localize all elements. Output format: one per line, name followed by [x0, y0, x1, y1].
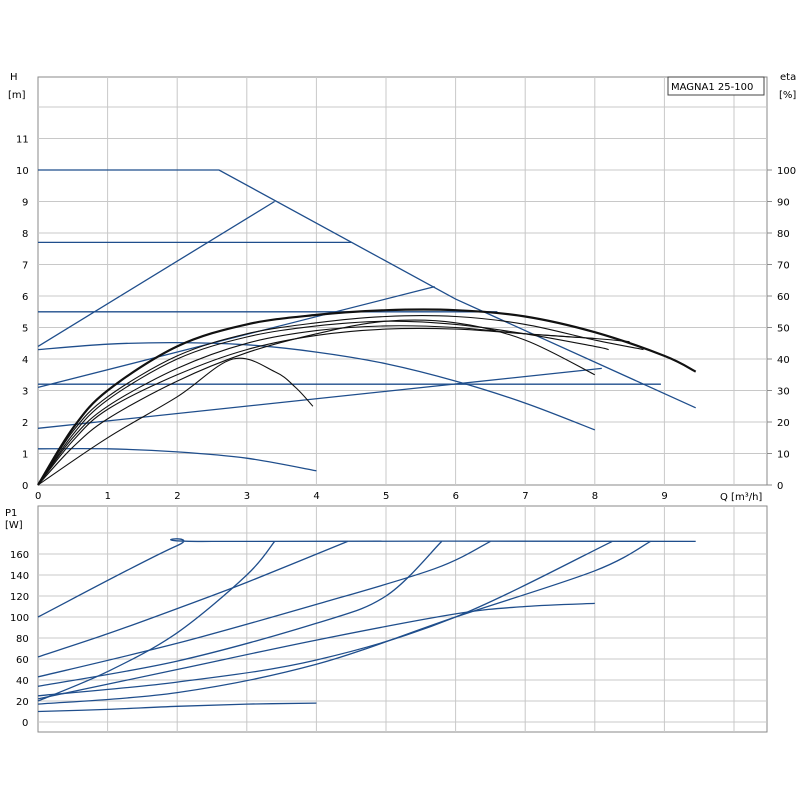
- y-left-label-bottom: P1: [5, 508, 17, 519]
- x-tick-label: 2: [174, 491, 180, 502]
- y-left-tick-label: 11: [16, 135, 29, 146]
- efficiency-curve: [37, 308, 697, 486]
- power-curve: [37, 538, 696, 618]
- y-right-tick-label: 0: [777, 481, 783, 492]
- power-curve: [37, 540, 348, 658]
- x-tick-label: 0: [35, 491, 41, 502]
- efficiency-curve: [37, 357, 314, 486]
- power-curve: [37, 540, 443, 687]
- efficiency-curve: [37, 320, 609, 486]
- power-curve: [37, 540, 491, 678]
- x-tick-label: 6: [453, 491, 459, 502]
- y-right-tick-label: 10: [777, 450, 790, 461]
- power-y-tick-label: 160: [10, 550, 29, 561]
- power-chart-grid: 0 20 40 60 80 100 120 140 160: [10, 505, 768, 733]
- y-right-tick-label: 20: [777, 418, 790, 429]
- y-right-label: eta: [780, 72, 796, 83]
- head-curve: [37, 367, 602, 429]
- power-curve: [37, 702, 317, 713]
- y-right-tick-label: 50: [777, 324, 790, 335]
- power-curve: [37, 540, 651, 705]
- x-tick-label: 4: [313, 491, 319, 502]
- y-right-tick-label: 30: [777, 387, 790, 398]
- efficiency-curve: [37, 327, 630, 486]
- power-y-tick-label: 100: [10, 613, 29, 624]
- y-left-tick-label: 10: [16, 166, 29, 177]
- power-y-tick-label: 140: [10, 571, 29, 582]
- x-tick-label: 1: [105, 491, 111, 502]
- head-curve: [37, 200, 275, 347]
- power-plot-frame: [37, 505, 768, 733]
- y-right-tick-label: 80: [777, 229, 790, 240]
- y-left-tick-label: 7: [22, 261, 28, 272]
- power-curve: [37, 540, 613, 697]
- head-curve: [37, 341, 596, 431]
- x-tick-label: 5: [383, 491, 389, 502]
- x-axis-label: Q [m³/h]: [720, 492, 762, 503]
- efficiency-curve: [37, 315, 644, 486]
- efficiency-curves: [37, 308, 697, 486]
- y-left-tick-label: 1: [22, 450, 28, 461]
- head-curves: [37, 169, 696, 472]
- model-label-box: MAGNA1 25-100: [667, 76, 765, 96]
- power-curve: [37, 602, 595, 700]
- head-curve: [37, 285, 435, 389]
- y-left-unit-bottom: [W]: [5, 520, 23, 531]
- y-right-tick-label: 90: [777, 198, 790, 209]
- y-right-tick-label: 60: [777, 292, 790, 303]
- y-right-tick-label: 70: [777, 261, 790, 272]
- power-y-tick-label: 40: [16, 676, 29, 687]
- model-label: MAGNA1 25-100: [671, 82, 753, 93]
- y-right-unit: [%]: [779, 90, 796, 101]
- head-chart-grid: 0 1 2 3 4 5 6 7 8 9012345678910110102030405060708…: [16, 76, 796, 502]
- y-left-tick-label: 9: [22, 198, 28, 209]
- x-tick-label: 9: [661, 491, 667, 502]
- y-right-tick-label: 100: [777, 166, 796, 177]
- power-y-tick-label: 20: [16, 697, 29, 708]
- y-left-tick-label: 8: [22, 229, 28, 240]
- efficiency-curve: [37, 325, 595, 486]
- power-y-tick-label: 120: [10, 592, 29, 603]
- power-y-tick-label: 80: [16, 634, 29, 645]
- x-tick-label: 8: [592, 491, 598, 502]
- head-curve: [37, 447, 317, 472]
- y-left-tick-label: 6: [22, 292, 28, 303]
- y-left-unit-top: [m]: [8, 90, 26, 101]
- head-plot-frame: [37, 76, 768, 486]
- head-curve: [38, 169, 696, 409]
- y-right-tick-label: 40: [777, 355, 790, 366]
- power-curve: [37, 540, 276, 702]
- x-tick-label: 3: [244, 491, 250, 502]
- y-left-tick-label: 0: [22, 481, 28, 492]
- y-left-tick-label: 5: [22, 324, 28, 335]
- y-left-tick-label: 3: [22, 387, 28, 398]
- power-y-tick-label: 0: [22, 718, 28, 729]
- y-left-tick-label: 2: [22, 418, 28, 429]
- power-y-tick-label: 60: [16, 655, 29, 666]
- power-curves: [37, 538, 696, 713]
- x-tick-label: 7: [522, 491, 528, 502]
- y-left-tick-label: 4: [22, 355, 28, 366]
- axis-labels: H [m] eta [%] Q [m³/h] P1 [W]: [5, 72, 796, 531]
- efficiency-curve: [37, 319, 596, 486]
- y-left-label-top: H: [10, 72, 18, 83]
